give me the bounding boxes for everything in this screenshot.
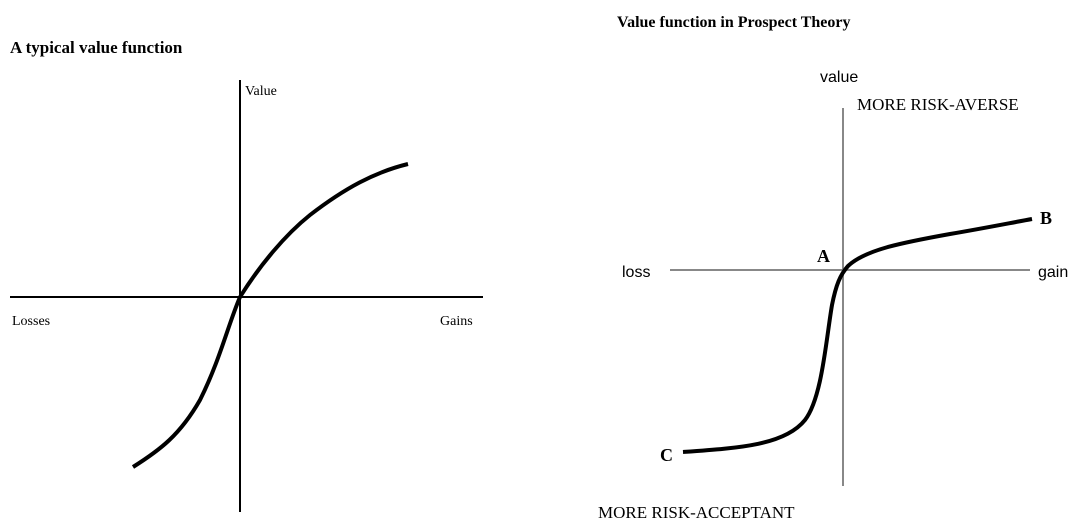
right-title: Value function in Prospect Theory [617, 14, 851, 31]
point-c: C [660, 445, 673, 465]
x-left-label: loss [622, 264, 650, 281]
value-curve [682, 217, 1033, 454]
top-label: MORE RISK-AVERSE [857, 95, 1019, 114]
point-b: B [1040, 208, 1052, 228]
left-title: A typical value function [10, 38, 183, 57]
bottom-label: MORE RISK-ACCEPTANT [598, 503, 795, 522]
x-right-label: Gains [440, 314, 473, 329]
point-a: A [817, 246, 830, 266]
value-curve [131, 162, 409, 469]
y-label: Value [245, 84, 277, 99]
left-panel: A typical value function Value Losses Ga… [10, 38, 483, 512]
x-left-label: Losses [12, 314, 50, 329]
right-panel: Value function in Prospect Theory value … [598, 14, 1068, 522]
y-label: value [820, 69, 858, 86]
x-right-label: gain [1038, 264, 1068, 281]
